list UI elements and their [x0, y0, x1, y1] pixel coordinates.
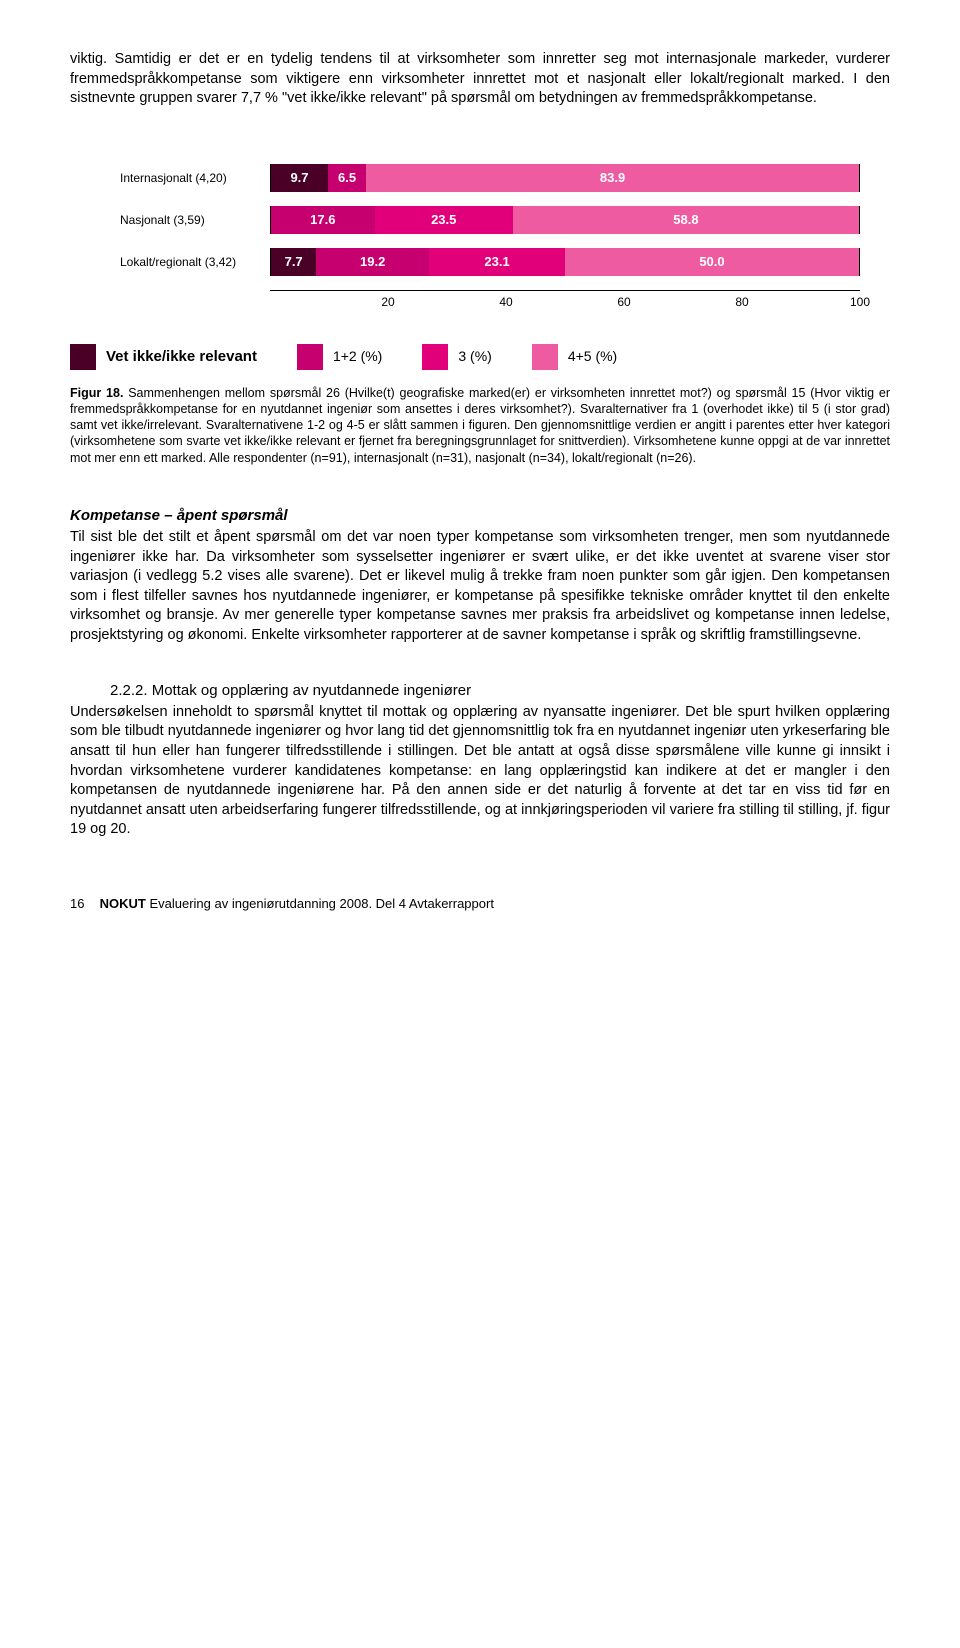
legend-item: 3 (%)	[422, 344, 491, 370]
chart-segment: 6.5	[328, 164, 366, 192]
chart-bar: 9.76.583.9	[270, 164, 860, 192]
section-body-222: Undersøkelsen inneholdt to spørsmål knyt…	[70, 703, 890, 840]
chart-segment: 19.2	[316, 248, 429, 276]
chart-row: Nasjonalt (3,59)17.623.558.8	[120, 206, 860, 234]
axis-tick: 40	[499, 294, 512, 310]
chart-segment: 83.9	[366, 164, 859, 192]
chart-row-label: Nasjonalt (3,59)	[120, 212, 270, 228]
legend-item: 1+2 (%)	[297, 344, 382, 370]
page-footer: 16 NOKUT Evaluering av ingeniørutdanning…	[70, 895, 890, 913]
chart-row-label: Internasjonalt (4,20)	[120, 170, 270, 186]
axis-tick: 60	[617, 294, 630, 310]
chart-segment: 17.6	[271, 206, 375, 234]
chart-segment: 23.1	[429, 248, 565, 276]
legend-item: 4+5 (%)	[532, 344, 617, 370]
chart-bar: 17.623.558.8	[270, 206, 860, 234]
chart-segment: 50.0	[565, 248, 859, 276]
chart-row: Internasjonalt (4,20)9.76.583.9	[120, 164, 860, 192]
chart-row-label: Lokalt/regionalt (3,42)	[120, 254, 270, 270]
axis-tick: 20	[381, 294, 394, 310]
chart-segment: 9.7	[271, 164, 328, 192]
chart-bar: 7.719.223.150.0	[270, 248, 860, 276]
axis-tick: 80	[735, 294, 748, 310]
chart-segment: 23.5	[375, 206, 513, 234]
intro-paragraph: viktig. Samtidig er det er en tydelig te…	[70, 50, 890, 109]
chart-row: Lokalt/regionalt (3,42)7.719.223.150.0	[120, 248, 860, 276]
section-heading-kompetanse: Kompetanse – åpent spørsmål	[70, 506, 890, 526]
chart-legend: Vet ikke/ikke relevant 1+2 (%) 3 (%) 4+5 (%…	[70, 344, 890, 370]
section-body-kompetanse: Til sist ble det stilt et åpent spørsmål…	[70, 528, 890, 645]
chart-segment: 7.7	[271, 248, 316, 276]
section-heading-222: 2.2.2. Mottak og opplæring av nyutdanned…	[110, 681, 890, 701]
figure-18-chart: Internasjonalt (4,20)9.76.583.9 Nasjonalt…	[120, 164, 860, 314]
axis-tick: 100	[850, 294, 870, 310]
legend-item: Vet ikke/ikke relevant	[70, 344, 257, 370]
chart-segment: 58.8	[513, 206, 859, 234]
figure-18-caption: Figur 18. Sammenhengen mellom spørsmål 2…	[70, 385, 890, 466]
